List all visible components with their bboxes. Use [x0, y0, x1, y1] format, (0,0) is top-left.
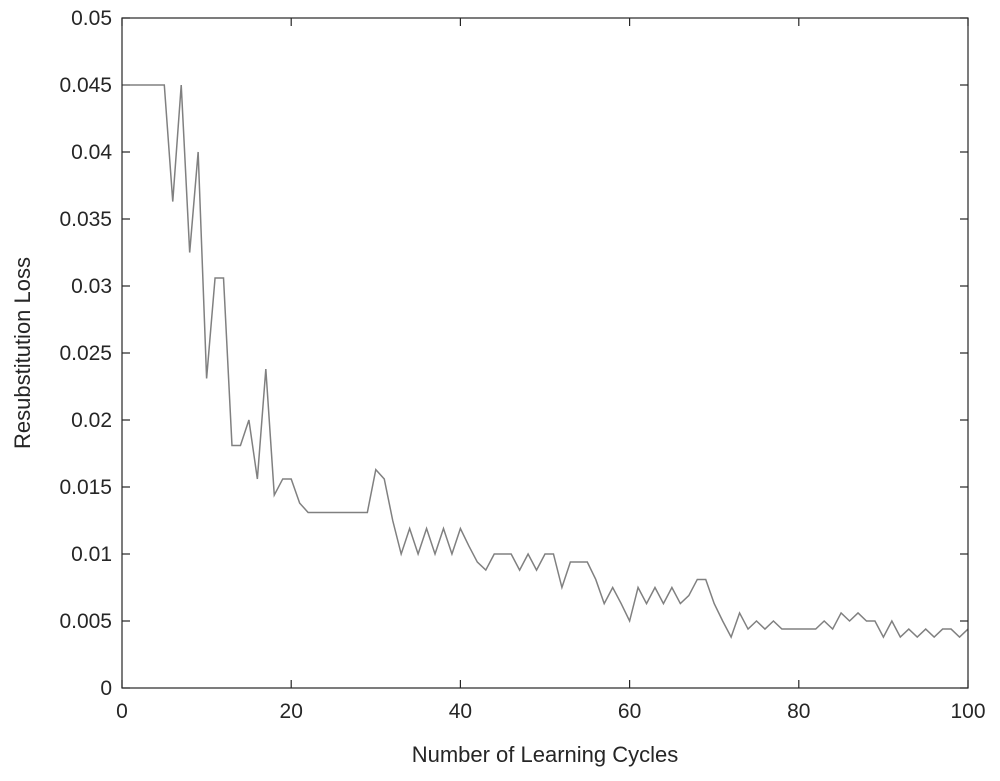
tick-labels: 0 20 40 60 80 100 0 0.005 0.01 0.015 0.02 0.025 0.03…	[59, 7, 985, 723]
y-axis-label: Resubstitution Loss	[10, 257, 35, 449]
y-tick-label: 0.025	[59, 342, 112, 365]
y-tick-label: 0.045	[59, 74, 112, 97]
x-tick-label: 20	[280, 700, 303, 723]
y-tick-label: 0.005	[59, 610, 112, 633]
x-tick-label: 60	[618, 700, 641, 723]
y-tick-label: 0.01	[71, 543, 112, 566]
y-tick-label: 0.03	[71, 275, 112, 298]
series-line	[122, 84, 969, 639]
x-axis-label: Number of Learning Cycles	[412, 742, 679, 767]
y-tick-label: 0	[100, 677, 112, 700]
axes-box	[121, 17, 969, 689]
y-tick-label: 0.05	[71, 7, 112, 30]
y-tick-label: 0.04	[71, 141, 112, 164]
x-tick-label: 100	[950, 700, 985, 723]
y-tick-label: 0.035	[59, 208, 112, 231]
x-tick-label: 40	[449, 700, 472, 723]
plot-area	[122, 18, 968, 688]
y-tick-label: 0.015	[59, 476, 112, 499]
y-tick-label: 0.02	[71, 409, 112, 432]
x-tick-label: 80	[787, 700, 810, 723]
x-tick-label: 0	[116, 700, 128, 723]
